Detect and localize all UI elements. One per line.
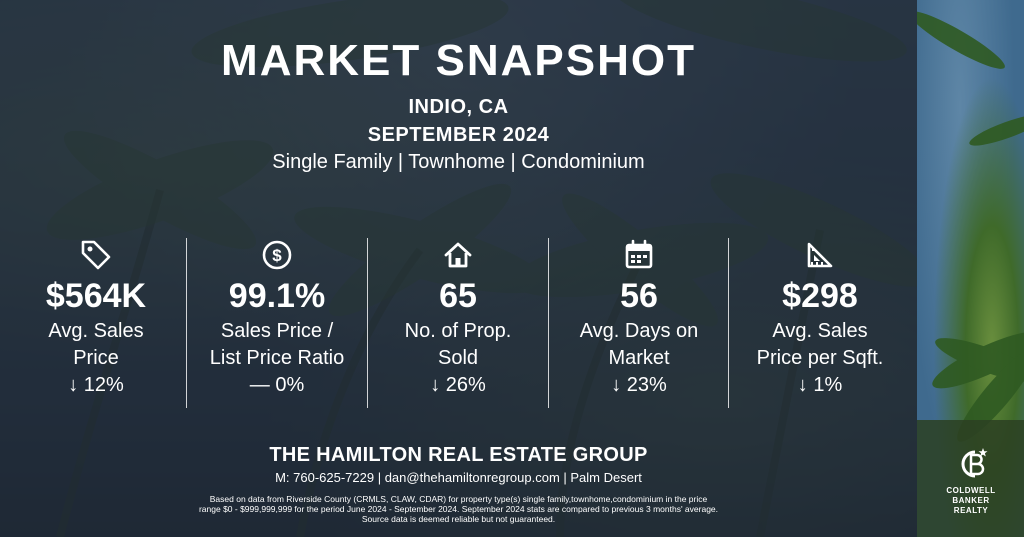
svg-text:$: $: [272, 246, 282, 265]
stat-divider: [186, 238, 187, 408]
disclaimer: Based on data from Riverside County (CRM…: [0, 494, 917, 524]
stat-value: 99.1%: [228, 277, 326, 315]
location-label: INDIO, CA: [408, 96, 509, 118]
stat-value: $298: [782, 277, 858, 315]
dark-overlay: [0, 0, 917, 537]
stat-label: Avg. Sales Price per Sqft.: [730, 318, 910, 372]
coldwell-banker-logo: COLDWELL BANKER REALTY: [926, 444, 1016, 516]
brand-line: COLDWELL: [946, 486, 996, 495]
brand-line: REALTY: [953, 506, 989, 515]
stat-properties-sold: 65 No. of Prop. Sold ↓ 26%: [368, 238, 548, 408]
stat-value: 65: [439, 277, 477, 315]
disclaimer-line: Source data is deemed reliable but not g…: [361, 514, 556, 524]
stat-divider: [548, 238, 549, 408]
stat-value: $564K: [45, 277, 147, 315]
snapshot-content: MARKET SNAPSHOT INDIO, CA SEPTEMBER 2024…: [0, 36, 917, 524]
contact-info: M: 760-625-7229 | dan@thehamiltonregroup…: [275, 470, 642, 485]
house-icon: [444, 242, 472, 268]
period-label: SEPTEMBER 2024: [367, 124, 550, 146]
stat-label-line: Avg. Days on: [579, 320, 699, 342]
stat-sales-list-ratio: $ 99.1% Sales Price / List Price Ratio —…: [187, 238, 367, 408]
coldwell-banker-logo-icon: [961, 448, 988, 478]
stat-label-line: Avg. Sales: [772, 320, 868, 342]
stat-divider: [367, 238, 368, 408]
stat-avg-sales-price: $564K Avg. Sales Price ↓ 12%: [6, 238, 186, 408]
stat-change: ↓ 23%: [611, 374, 667, 396]
dollar-circle-icon: $: [262, 240, 292, 270]
stat-label-line: Sold: [437, 347, 479, 369]
stat-label: Avg. Days on Market: [549, 318, 729, 372]
group-name: THE HAMILTON REAL ESTATE GROUP: [269, 444, 648, 466]
stat-label-line: Market: [608, 347, 670, 369]
disclaimer-line: Based on data from Riverside County (CRM…: [209, 494, 708, 504]
stat-change: — 0%: [249, 374, 305, 396]
disclaimer-line: range $0 - $999,999,999 for the period J…: [198, 504, 719, 514]
stat-change: ↓ 12%: [68, 374, 124, 396]
stat-change: ↓ 26%: [430, 374, 486, 396]
stat-label-line: Price: [73, 347, 119, 369]
price-tag-icon: [81, 240, 111, 270]
ruler-triangle-icon: [807, 242, 833, 268]
stat-label-line: List Price Ratio: [209, 347, 345, 369]
stat-change: ↓ 1%: [797, 374, 843, 396]
calendar-icon: [625, 239, 653, 269]
property-types-label: Single Family | Townhome | Condominium: [272, 151, 645, 173]
stat-label-line: Sales Price /: [220, 320, 334, 342]
stat-label: Avg. Sales Price: [6, 318, 186, 372]
stat-label: Sales Price / List Price Ratio: [187, 318, 367, 372]
stat-days-on-market: 56 Avg. Days on Market ↓ 23%: [549, 238, 729, 408]
stat-label-line: Avg. Sales: [48, 320, 144, 342]
palm-photo-sidebar: [909, 0, 1024, 537]
stat-label-line: Price per Sqft.: [756, 347, 884, 369]
stat-label: No. of Prop. Sold: [368, 318, 548, 372]
page-title: MARKET SNAPSHOT: [221, 36, 696, 85]
stat-price-per-sqft: $298 Avg. Sales Price per Sqft. ↓ 1%: [730, 238, 910, 408]
brand-line: BANKER: [952, 496, 990, 505]
stat-label-line: No. of Prop.: [404, 320, 512, 342]
stat-value: 56: [620, 277, 658, 315]
stat-divider: [728, 238, 729, 408]
